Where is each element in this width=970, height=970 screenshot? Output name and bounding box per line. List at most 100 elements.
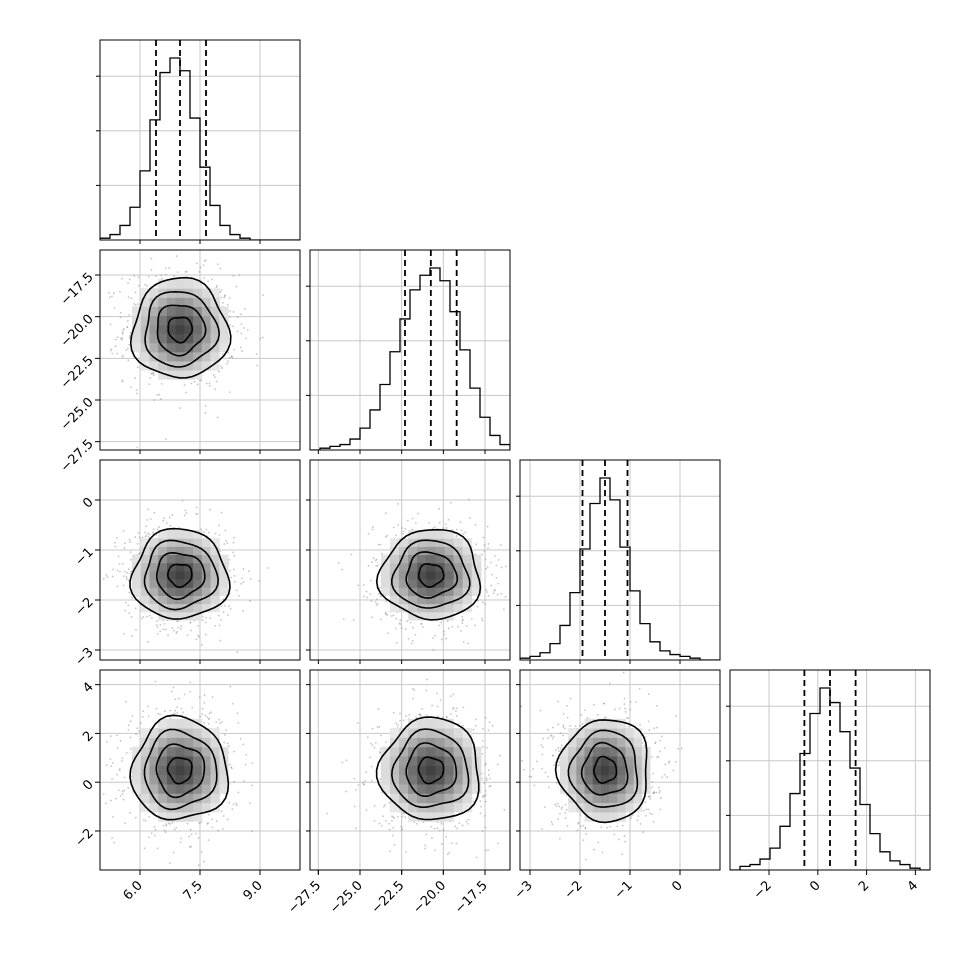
sample-point (401, 827, 404, 830)
sample-point (453, 707, 455, 709)
sample-point (156, 712, 159, 715)
sample-point (167, 822, 170, 825)
density-cell (175, 718, 185, 729)
sample-point (124, 601, 127, 604)
sample-point (460, 529, 463, 532)
density-cell (210, 728, 220, 738)
sample-point (141, 536, 144, 539)
density-cell (175, 579, 185, 588)
sample-point (362, 783, 365, 786)
sample-point (223, 295, 226, 298)
density-cell (184, 297, 194, 307)
density-cell (380, 587, 391, 596)
sample-point (227, 614, 229, 616)
sample-point (146, 615, 149, 618)
sample-point (381, 552, 384, 555)
sample-point (203, 260, 206, 263)
sample-point (122, 529, 125, 532)
density-cell (158, 315, 168, 326)
density-cell (201, 746, 212, 757)
sample-point (248, 570, 250, 573)
sample-point (235, 804, 238, 806)
sample-point (145, 525, 147, 528)
sample-point (173, 712, 176, 715)
sample-point (230, 576, 233, 579)
sample-point (130, 616, 133, 618)
density-cell (166, 324, 177, 335)
sample-point (436, 692, 438, 695)
sample-point (488, 721, 491, 724)
density-cell (140, 783, 150, 794)
sample-point (376, 598, 378, 601)
sample-point (218, 624, 221, 627)
sample-point (380, 734, 382, 737)
sample-point (459, 521, 462, 524)
sample-point (406, 519, 409, 522)
sample-point (111, 778, 114, 781)
density-cell (175, 279, 185, 289)
density-cell (389, 595, 400, 605)
density-cell (219, 324, 229, 335)
sample-point (114, 345, 117, 348)
density-cell (210, 765, 220, 776)
sample-point (384, 535, 387, 538)
sample-point (127, 579, 130, 582)
density-cell (389, 538, 400, 547)
sample-point (237, 791, 240, 794)
sample-point (228, 744, 230, 747)
density-cell (140, 595, 150, 605)
sample-point (236, 316, 239, 318)
sample-point (189, 681, 192, 684)
sample-point (127, 724, 130, 727)
sample-point (215, 286, 218, 289)
sample-point (189, 846, 192, 848)
sample-point (464, 531, 467, 534)
density-cell (193, 279, 203, 289)
sample-point (165, 824, 168, 827)
density-cell (219, 774, 229, 785)
density-cell (140, 728, 150, 738)
density-cell (201, 351, 212, 362)
sample-point (111, 762, 114, 764)
sample-point (462, 533, 465, 536)
density-cell (184, 279, 194, 289)
sample-point (208, 813, 210, 816)
sample-point (198, 696, 201, 699)
sample-point (432, 636, 434, 639)
density-cell (408, 562, 418, 572)
sample-point (492, 592, 495, 594)
sample-point (162, 517, 165, 520)
sample-point (481, 601, 484, 604)
sample-point (445, 716, 448, 719)
sample-point (395, 617, 398, 620)
sample-point (134, 377, 136, 380)
density-cell (444, 562, 455, 572)
sample-point (382, 815, 384, 818)
density-cell (435, 579, 445, 588)
sample-point (214, 624, 217, 627)
sample-point (119, 290, 121, 293)
sample-point (250, 830, 253, 833)
sample-point (221, 721, 223, 723)
sample-point (171, 627, 174, 629)
sample-point (455, 842, 458, 845)
density-cell (132, 562, 142, 572)
sample-point (500, 566, 503, 569)
density-cell (426, 530, 436, 539)
density-cell (158, 765, 168, 776)
sample-point (129, 332, 132, 334)
density-cell (210, 570, 220, 580)
sample-point (208, 531, 210, 534)
sample-point (149, 518, 152, 520)
sample-point (420, 714, 422, 717)
sample-point (229, 569, 231, 572)
density-cell (132, 587, 142, 596)
sample-point (250, 784, 253, 787)
sample-point (256, 364, 259, 367)
density-cell (435, 603, 445, 613)
sample-point (379, 778, 382, 781)
sample-point (116, 537, 118, 539)
sample-point (417, 512, 420, 515)
sample-point (179, 407, 182, 409)
sample-point (183, 514, 186, 517)
